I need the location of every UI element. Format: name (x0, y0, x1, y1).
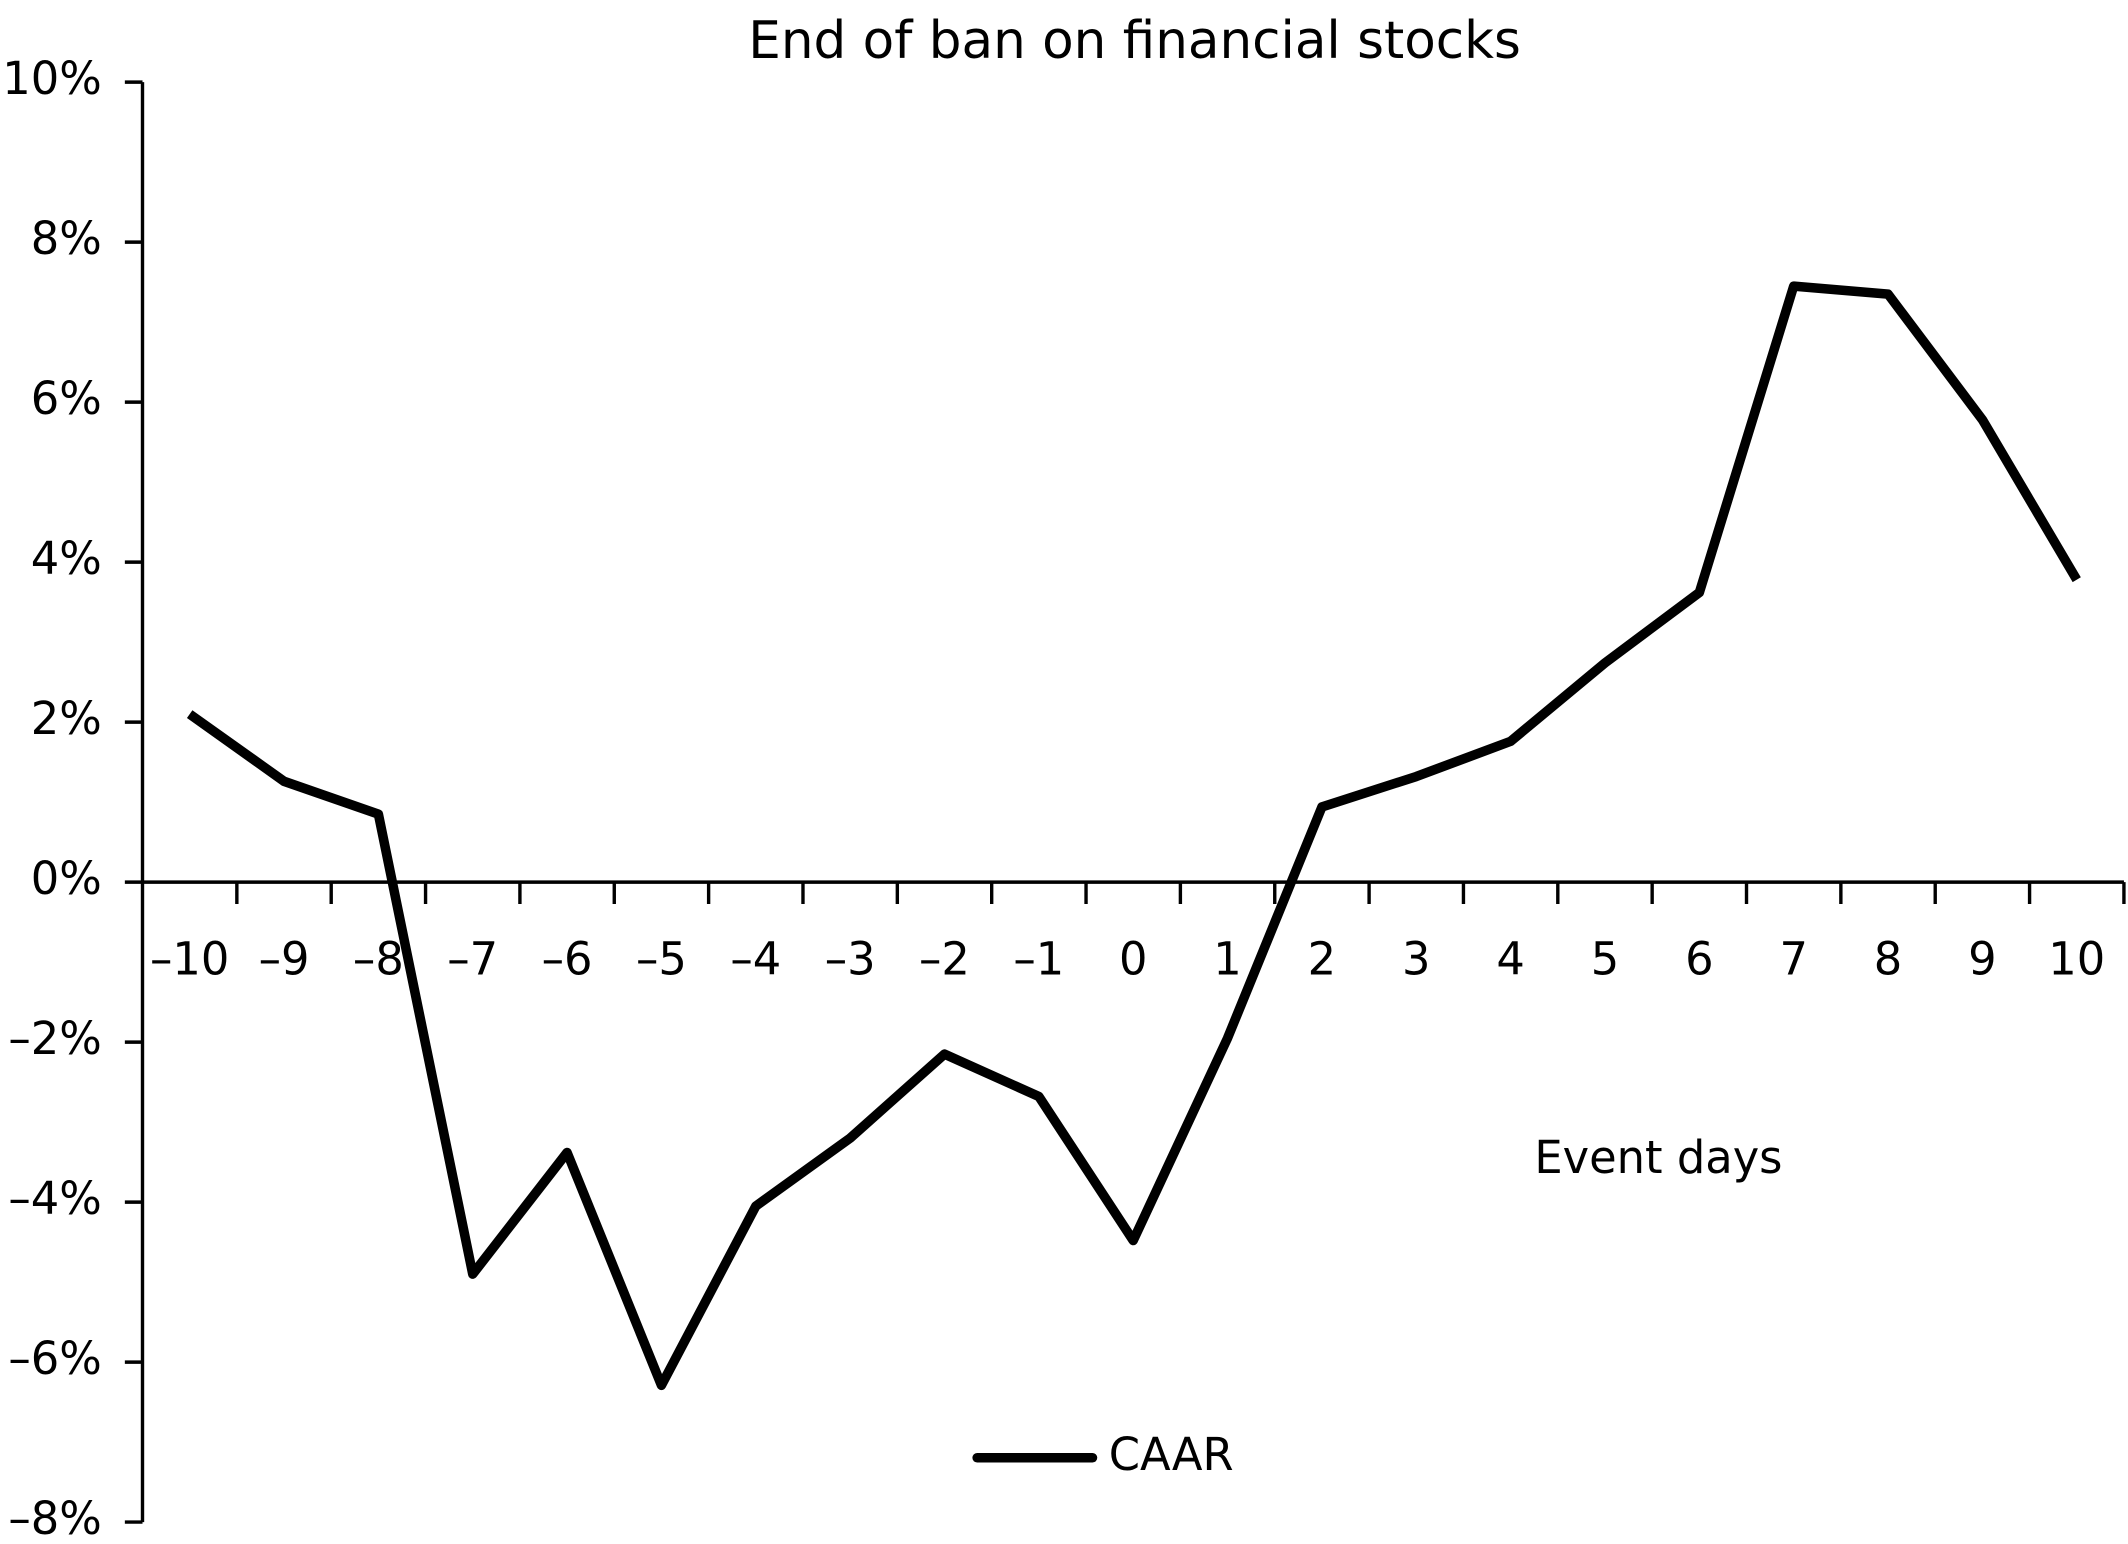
x-tick-label: 7 (1779, 932, 1808, 985)
x-tick-label: –1 (1013, 932, 1064, 985)
x-tick-label: 6 (1685, 932, 1714, 985)
x-axis-label: Event days (1534, 1131, 1782, 1184)
x-tick-label: –6 (542, 932, 593, 985)
y-tick-label: 2% (31, 692, 102, 745)
x-tick-label: 3 (1402, 932, 1431, 985)
y-tick-label: –4% (8, 1172, 101, 1225)
x-tick-label: –8 (353, 932, 404, 985)
x-tick-label: –9 (259, 932, 310, 985)
legend-label: CAAR (1109, 1428, 1234, 1481)
y-tick-label: 6% (31, 372, 102, 425)
y-tick-label: 10% (2, 52, 102, 105)
y-tick-label: –2% (8, 1012, 101, 1065)
x-tick-label: 0 (1119, 932, 1148, 985)
x-tick-label: 5 (1591, 932, 1620, 985)
y-tick-label: –6% (8, 1332, 101, 1385)
x-tick-label: 10 (2048, 932, 2105, 985)
x-tick-label: 4 (1496, 932, 1525, 985)
y-tick-label: –8% (8, 1492, 101, 1544)
y-tick-label: 8% (31, 212, 102, 265)
x-tick-label: 9 (1968, 932, 1997, 985)
x-tick-label: –3 (825, 932, 876, 985)
x-tick-label: –4 (730, 932, 781, 985)
x-tick-label: –10 (150, 932, 229, 985)
y-tick-label: 4% (31, 532, 102, 585)
x-tick-label: 2 (1308, 932, 1337, 985)
x-tick-label: –5 (636, 932, 687, 985)
x-tick-label: 8 (1874, 932, 1903, 985)
x-tick-label: –7 (447, 932, 498, 985)
data-line (186, 281, 2081, 1391)
chart-title: End of ban on financial stocks (748, 11, 1521, 71)
x-tick-label: 1 (1213, 932, 1242, 985)
y-tick-label: 0% (31, 852, 102, 905)
x-tick-label: –2 (919, 932, 970, 985)
